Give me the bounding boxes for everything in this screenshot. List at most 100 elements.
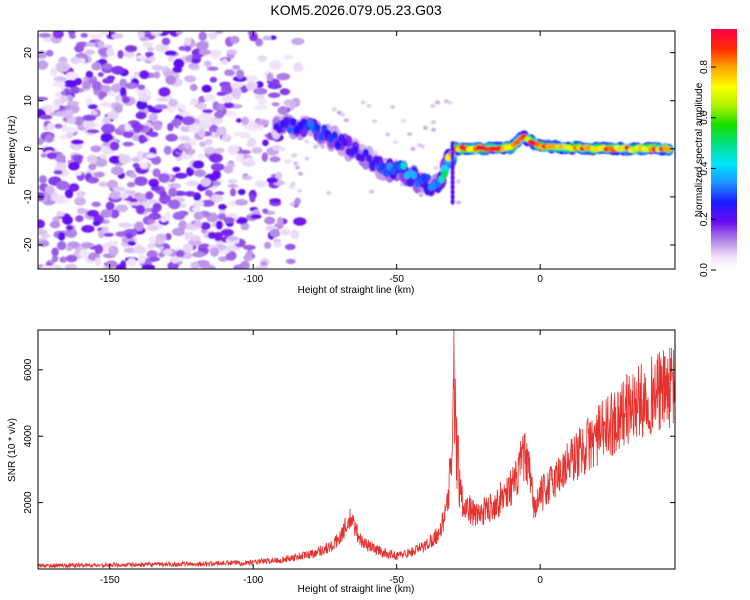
- heatmap-cell: [152, 168, 161, 178]
- heatmap-cell: [102, 63, 113, 70]
- heatmap-cell: [100, 209, 113, 218]
- heatmap-cell: [362, 148, 369, 157]
- heatmap-cell: [137, 31, 145, 38]
- heatmap-cell: [254, 93, 265, 100]
- heatmap-cell: [184, 37, 192, 46]
- heatmap-cell: [121, 96, 130, 104]
- spectrogram-frame: [37, 30, 676, 270]
- heatmap-cell: [165, 133, 178, 142]
- heatmap-cell: [222, 94, 233, 103]
- heatmap-cell: [186, 166, 195, 177]
- heatmap-cell: [192, 160, 204, 169]
- heatmap-cell: [317, 132, 325, 141]
- heatmap-cell: [81, 80, 92, 90]
- heatmap-cell: [419, 144, 425, 149]
- heatmap-cell: [289, 106, 295, 111]
- heatmap-cell: [209, 124, 219, 134]
- heatmap-cell: [71, 139, 84, 145]
- heatmap-cell: [331, 131, 338, 140]
- heatmap-cell: [97, 72, 104, 77]
- heatmap-cell: [290, 118, 297, 126]
- heatmap-cell: [70, 56, 81, 64]
- heatmap-cell: [52, 81, 66, 87]
- heatmap-cell: [190, 235, 201, 242]
- heatmap-cell: [56, 241, 67, 251]
- heatmap-cell: [137, 84, 146, 90]
- heatmap-cell: [424, 173, 431, 182]
- heatmap-cell: [372, 119, 378, 124]
- heatmap-cell: [118, 222, 132, 229]
- heatmap-cell: [269, 198, 281, 204]
- heatmap-cell: [124, 123, 132, 132]
- heatmap-cell: [293, 217, 307, 226]
- heatmap-cell: [202, 109, 214, 114]
- heatmap-cell: [147, 219, 156, 224]
- heatmap-cell: [218, 213, 227, 221]
- heatmap-cell: [68, 161, 80, 171]
- heatmap-cell: [365, 154, 373, 163]
- snr-ticks: -150 -100 -50 0 2000 4000 6000: [23, 330, 675, 586]
- heatmap-cell: [94, 171, 105, 178]
- heatmap-cell: [124, 82, 139, 90]
- heatmap-cell: [182, 243, 193, 254]
- colorbar-tick-label: 0.4: [699, 161, 710, 175]
- heatmap-cell: [218, 203, 227, 211]
- heatmap-cell: [255, 81, 264, 88]
- heatmap-cell: [343, 118, 349, 123]
- heatmap-cell: [65, 263, 77, 269]
- heatmap-cell: [107, 179, 118, 190]
- heatmap-cell: [183, 252, 193, 260]
- heatmap-cell: [206, 66, 219, 71]
- heatmap-cell: [438, 175, 445, 184]
- heatmap-cell: [269, 35, 277, 40]
- heatmap-cell: [38, 229, 48, 236]
- heatmap-cell: [307, 119, 314, 128]
- heatmap-cell: [56, 211, 65, 217]
- heatmap-cell: [233, 264, 243, 269]
- heatmap-cell: [40, 153, 47, 158]
- y-tick-label: 20: [23, 47, 34, 59]
- heatmap-cell: [141, 41, 154, 48]
- heatmap-cell: [244, 75, 258, 82]
- y-tick-label: -10: [23, 189, 34, 204]
- heatmap-cell: [240, 222, 250, 231]
- heatmap-cell: [294, 165, 300, 170]
- heatmap-cell: [53, 170, 63, 175]
- heatmap-cell: [273, 241, 282, 248]
- heatmap-cell: [418, 193, 424, 198]
- heatmap-cell: [154, 239, 164, 245]
- heatmap-cell: [441, 170, 449, 178]
- heatmap-cell: [90, 145, 102, 153]
- heatmap-cell: [107, 241, 118, 246]
- heatmap-cell: [115, 204, 129, 213]
- heatmap-cell: [148, 113, 158, 122]
- heatmap-cell: [283, 54, 293, 60]
- heatmap-cell: [236, 69, 245, 79]
- heatmap-cell: [450, 160, 455, 167]
- heatmap-cell: [155, 43, 169, 52]
- heatmap-cell: [290, 153, 296, 158]
- heatmap-cell: [313, 144, 319, 149]
- heatmap-cell: [277, 106, 289, 115]
- heatmap-cell: [94, 257, 101, 267]
- heatmap-cell: [267, 83, 282, 90]
- heatmap-cell: [66, 225, 74, 231]
- heatmap-cell: [91, 201, 101, 207]
- heatmap-cell: [185, 222, 194, 230]
- heatmap-cell: [221, 134, 232, 142]
- heatmap-cell: [188, 126, 201, 134]
- heatmap-cell: [266, 72, 274, 82]
- heatmap-cell: [98, 154, 108, 160]
- heatmap-cell: [198, 49, 211, 56]
- colorbar-tick-label: 0.0: [699, 263, 710, 277]
- heatmap-cell: [237, 149, 252, 155]
- heatmap-cell: [92, 220, 101, 226]
- heatmap-cell: [204, 138, 213, 146]
- heatmap-cell: [250, 214, 262, 219]
- heatmap-cell: [188, 239, 202, 247]
- heatmap-cell: [117, 50, 124, 59]
- heatmap-cell: [65, 254, 78, 263]
- heatmap-cell: [178, 220, 188, 231]
- heatmap-cell: [65, 228, 77, 238]
- heatmap-cell: [183, 231, 194, 238]
